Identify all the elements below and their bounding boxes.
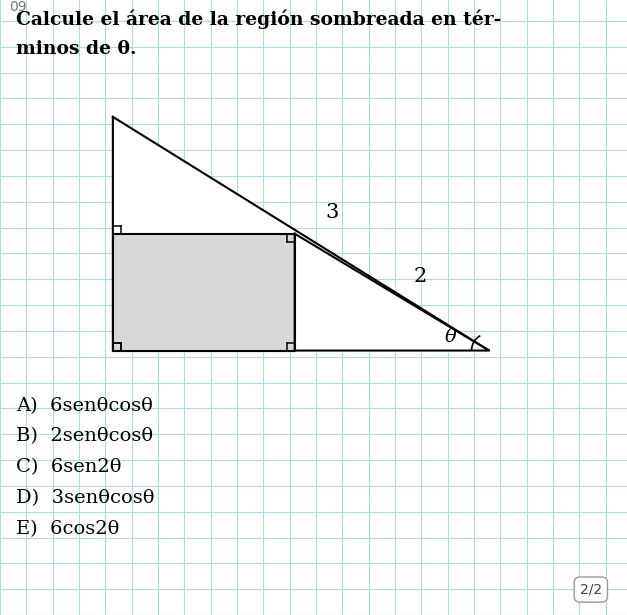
- Polygon shape: [113, 234, 295, 351]
- Text: B)  2senθcosθ: B) 2senθcosθ: [16, 427, 153, 445]
- Text: E)  6cos2θ: E) 6cos2θ: [16, 520, 119, 538]
- Text: Calcule el área de la región sombreada en tér-: Calcule el área de la región sombreada e…: [16, 9, 501, 29]
- Polygon shape: [295, 234, 489, 351]
- Text: D)  3senθcosθ: D) 3senθcosθ: [16, 489, 154, 507]
- Text: 3: 3: [325, 203, 339, 221]
- Text: A)  6senθcosθ: A) 6senθcosθ: [16, 397, 152, 415]
- Text: 09: 09: [9, 0, 27, 14]
- Polygon shape: [113, 117, 489, 351]
- Text: θ: θ: [445, 328, 456, 346]
- Text: C)  6sen2θ: C) 6sen2θ: [16, 458, 121, 476]
- Text: 2: 2: [413, 268, 427, 286]
- Text: 2/2: 2/2: [580, 582, 602, 597]
- Text: minos de θ.: minos de θ.: [16, 40, 136, 58]
